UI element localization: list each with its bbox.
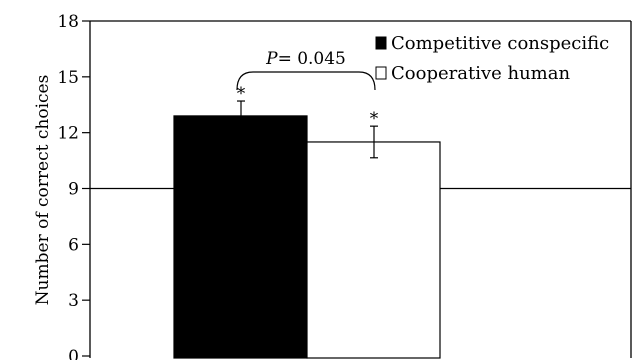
legend-swatch xyxy=(375,36,387,50)
y-tick-label: 0 xyxy=(68,347,79,360)
legend-label: Cooperative human xyxy=(391,63,570,84)
y-axis-title: Number of correct choices xyxy=(33,75,53,306)
plot-area: * * P= 0.045 xyxy=(90,49,631,359)
bar xyxy=(306,141,441,359)
y-axis: 0 3 6 9 12 15 18 xyxy=(57,12,632,360)
p-value-label: P= 0.045 xyxy=(265,49,346,69)
legend-label: Competitive conspecific xyxy=(391,33,609,54)
p-value-letter: P xyxy=(265,49,278,69)
p-value-text: = 0.045 xyxy=(278,49,346,69)
bar xyxy=(173,115,308,359)
significance-star: * xyxy=(237,84,246,104)
y-tick-label: 6 xyxy=(68,235,79,255)
y-tick-label: 3 xyxy=(68,291,79,311)
y-tick-label: 15 xyxy=(57,68,79,88)
y-tick-label: 12 xyxy=(57,124,79,144)
legend: Competitive conspecific Cooperative human xyxy=(375,33,609,84)
y-tick-label: 18 xyxy=(57,12,79,32)
significance-bracket xyxy=(236,71,376,91)
significance-star: * xyxy=(370,109,379,129)
y-tick-label: 9 xyxy=(68,180,79,200)
legend-swatch xyxy=(375,66,387,80)
